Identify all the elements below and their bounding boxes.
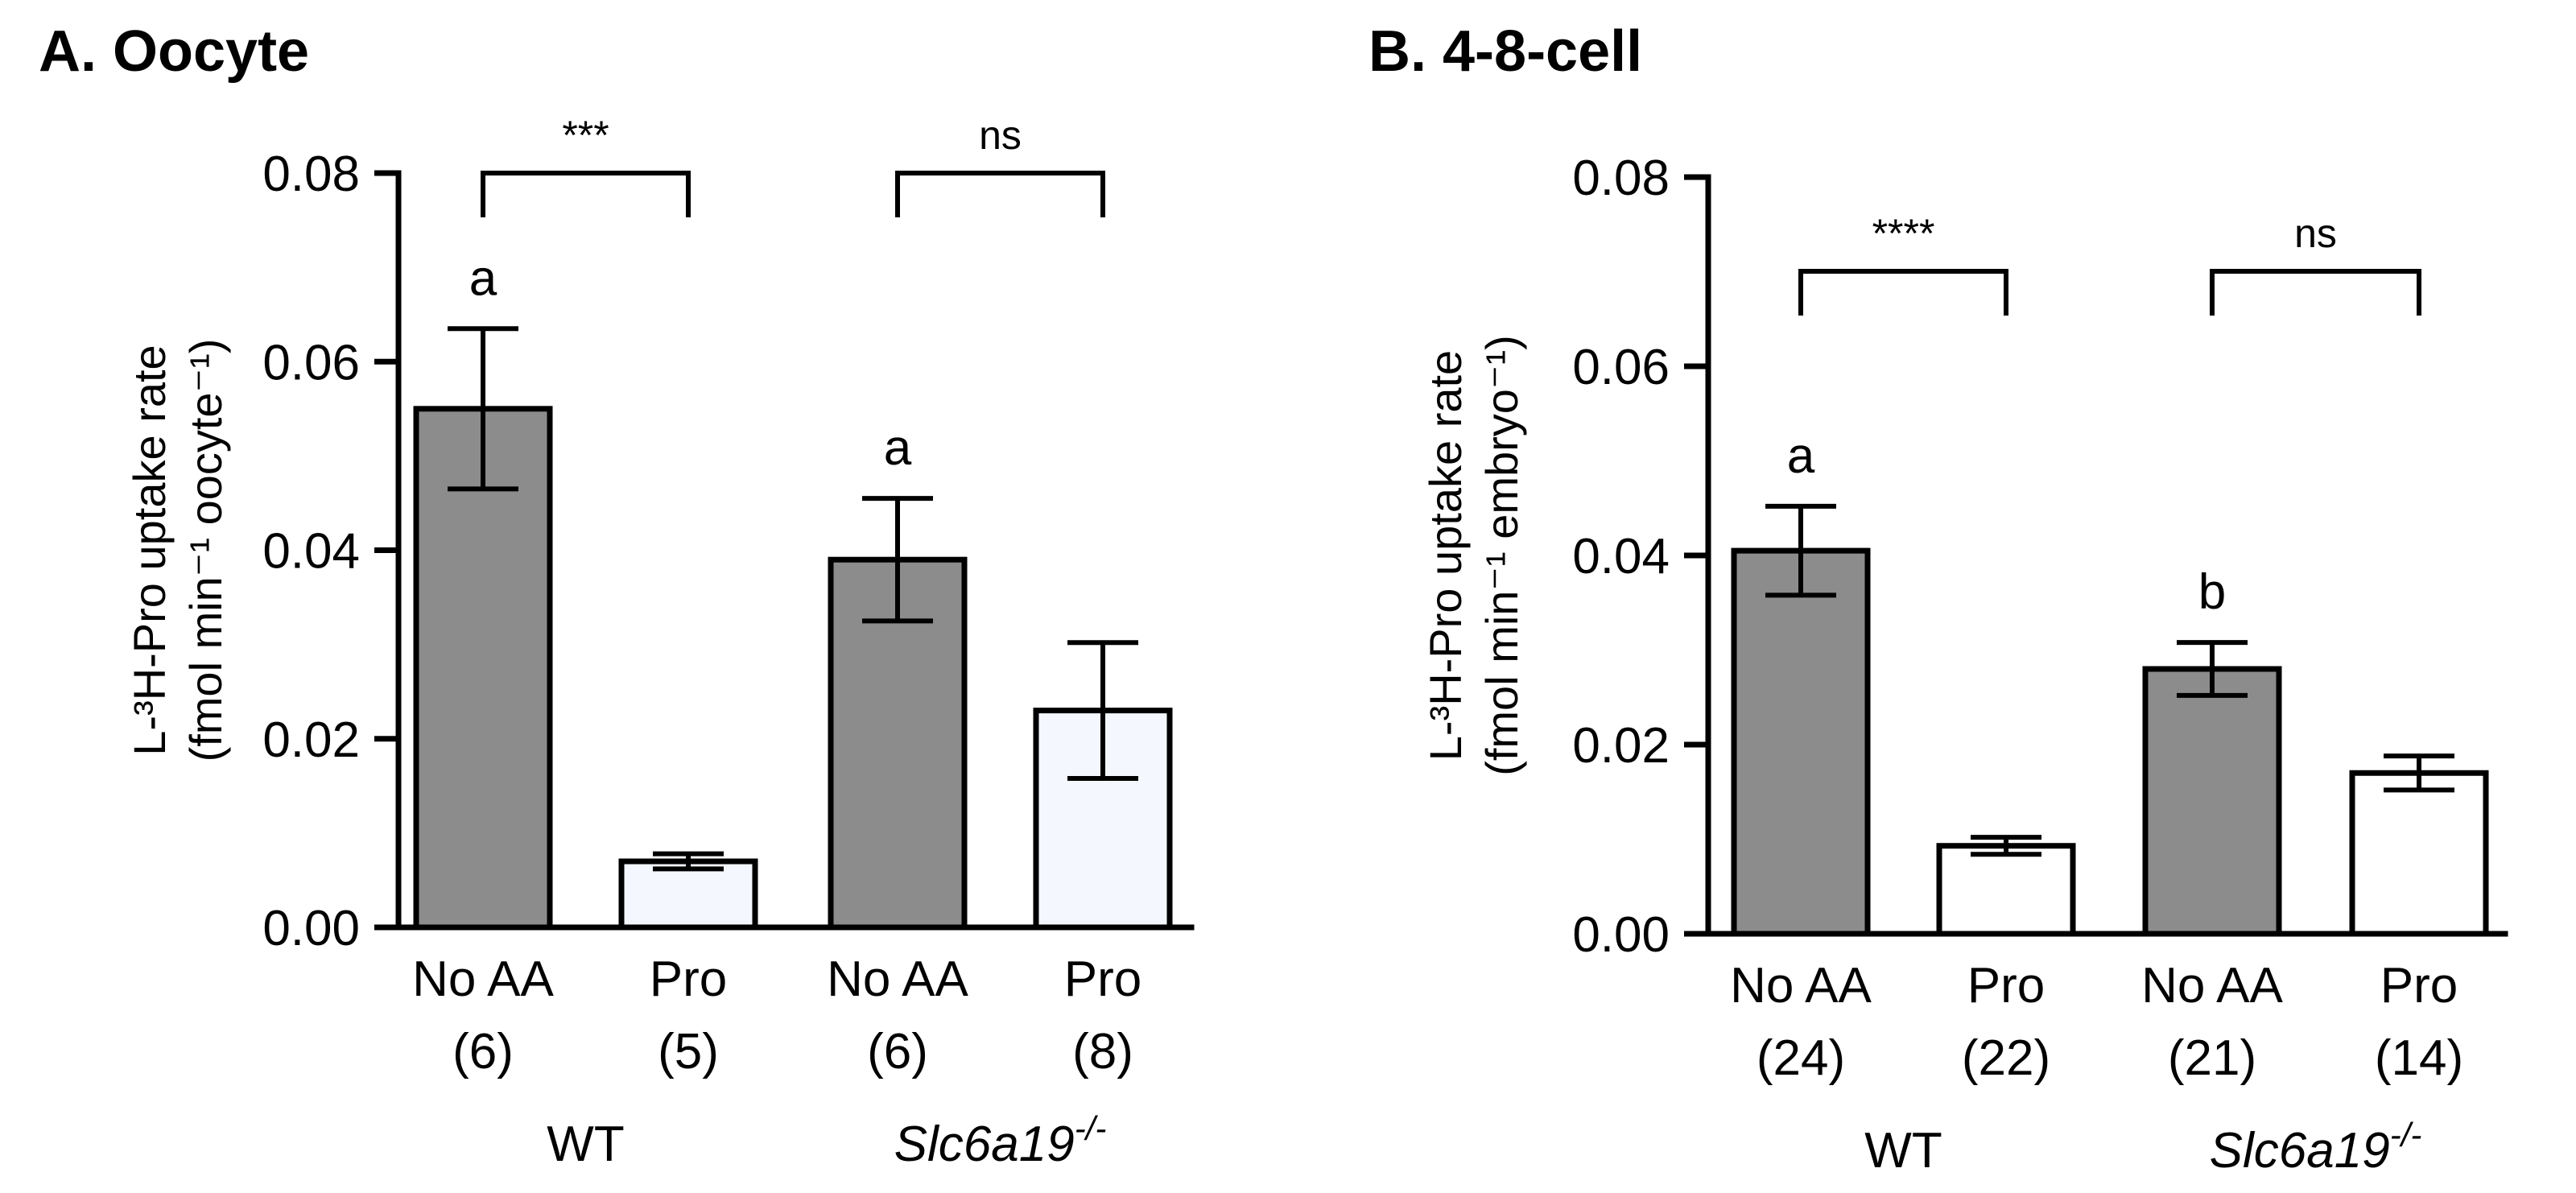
- error-bar: [2384, 753, 2454, 793]
- error-bar: [1971, 835, 2041, 857]
- y-axis-label-line1: L-³H-Pro uptake rate: [1420, 350, 1471, 761]
- group-label: Slc6a19-/-: [894, 1109, 1107, 1172]
- bar: [1936, 843, 2076, 937]
- significance-label: ns: [979, 113, 1022, 158]
- significance-bracket: [2210, 269, 2421, 316]
- category-label: No AA: [1730, 958, 1872, 1013]
- group-label: WT: [547, 1117, 624, 1172]
- category-label: Pro: [650, 952, 727, 1007]
- y-tick-label: 0.04: [262, 524, 360, 580]
- panel-title: B. 4-8-cell: [1368, 19, 1642, 84]
- significance-letter: a: [884, 420, 912, 476]
- y-axis-label-line1: L-³H-Pro uptake rate: [124, 345, 175, 755]
- significance-bracket: [895, 171, 1105, 217]
- sample-size-label: (22): [1962, 1030, 2050, 1086]
- bar: [1731, 547, 1871, 937]
- bar: [2349, 770, 2489, 937]
- significance-letter: b: [2198, 564, 2226, 620]
- y-tick-label: 0.08: [262, 147, 360, 202]
- panel-title: A. Oocyte: [39, 19, 309, 84]
- y-axis-label-line2: (fmol min⁻¹ oocyte⁻¹): [180, 339, 231, 762]
- significance-bracket: [1798, 269, 2008, 316]
- error-bar: [448, 326, 518, 492]
- significance-bracket: [481, 171, 691, 217]
- significance-label: ****: [1872, 211, 1935, 256]
- sample-size-label: (6): [452, 1024, 514, 1079]
- y-tick-label: 0.00: [1572, 907, 1670, 963]
- error-bar: [1765, 503, 1836, 598]
- y-tick-label: 0.08: [1572, 151, 1670, 206]
- error-bar: [1067, 640, 1138, 781]
- y-tick-label: 0.02: [262, 712, 360, 768]
- group-label: WT: [1864, 1123, 1942, 1179]
- category-label: Pro: [2380, 958, 2458, 1013]
- bar: [413, 406, 553, 931]
- category-label: No AA: [412, 952, 554, 1007]
- significance-label: ***: [562, 113, 609, 158]
- y-axis-label: L-³H-Pro uptake rate (fmol min⁻¹ embryo⁻¹…: [1420, 335, 1527, 776]
- sample-size-label: (5): [658, 1024, 719, 1079]
- y-tick-label: 0.04: [1572, 529, 1670, 584]
- sample-size-label: (21): [2168, 1030, 2256, 1086]
- category-label: Pro: [1967, 958, 2045, 1013]
- y-tick-label: 0.02: [1572, 718, 1670, 774]
- error-bar: [653, 851, 724, 872]
- bar: [2142, 666, 2282, 937]
- significance-label: ns: [2294, 211, 2337, 256]
- panel-b-4-8-cell: B. 4-8-cell L-³H-Pro uptake rate (fmol min…: [1368, 19, 2508, 1179]
- sample-size-label: (6): [867, 1024, 928, 1079]
- y-tick-label: 0.06: [1572, 340, 1670, 395]
- y-axis-label-line2: (fmol min⁻¹ embryo⁻¹): [1476, 335, 1527, 776]
- sample-size-label: (14): [2375, 1030, 2463, 1086]
- group-label: Slc6a19-/-: [2210, 1116, 2422, 1179]
- category-label: No AA: [827, 952, 968, 1007]
- category-label: Pro: [1064, 952, 1141, 1007]
- y-axis-label: L-³H-Pro uptake rate (fmol min⁻¹ oocyte⁻¹…: [124, 339, 231, 762]
- category-label: No AA: [2141, 958, 2283, 1013]
- y-tick-label: 0.06: [262, 335, 360, 390]
- error-bar: [2177, 640, 2248, 698]
- error-bar: [862, 496, 933, 624]
- y-tick-label: 0.00: [262, 901, 360, 956]
- significance-letter: a: [1787, 428, 1815, 484]
- sample-size-label: (8): [1072, 1024, 1133, 1079]
- sample-size-label: (24): [1757, 1030, 1845, 1086]
- panel-a-oocyte: A. Oocyte L-³H-Pro uptake rate (fmol min⁻¹…: [39, 19, 1195, 1172]
- significance-letter: a: [469, 250, 497, 306]
